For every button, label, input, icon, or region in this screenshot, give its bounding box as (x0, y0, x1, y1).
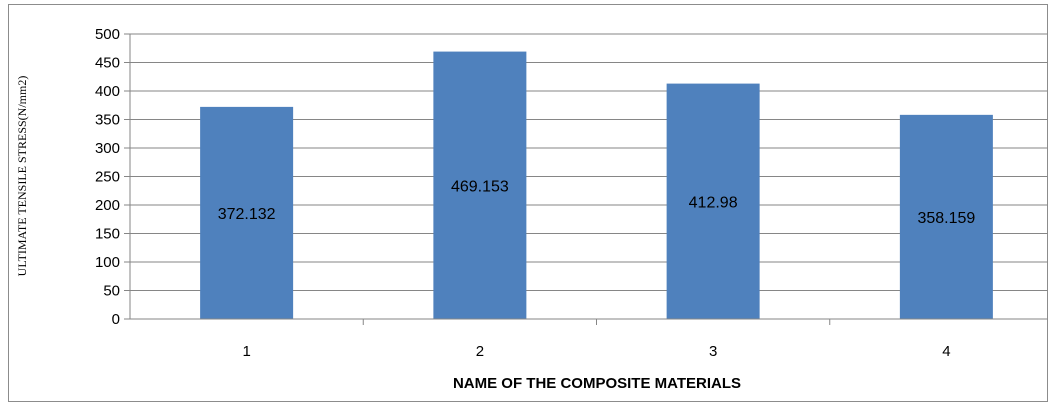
y-tick-label: 150 (95, 226, 120, 243)
y-tick-label: 500 (95, 26, 120, 43)
bar (200, 106, 294, 319)
data-label: 412.98 (689, 194, 738, 211)
data-label: 358.159 (917, 210, 975, 227)
x-tick-label: 4 (942, 343, 950, 360)
y-axis-title: ULTIMATE TENSILE STRESS(N/mm2) (15, 76, 29, 277)
bars: 372.132 469.153 412.98 358.159 (200, 51, 993, 320)
data-label: 469.153 (451, 178, 509, 195)
y-tick-label: 0 (112, 311, 120, 328)
bar (899, 114, 993, 320)
y-tick-label: 350 (95, 112, 120, 129)
y-axis-ticks: 0 50 100 150 200 250 300 350 400 450 500 (95, 26, 130, 328)
y-tick-label: 200 (95, 197, 120, 214)
y-tick-label: 400 (95, 83, 120, 100)
x-tick-label: 2 (476, 343, 484, 360)
y-tick-label: 100 (95, 254, 120, 271)
x-tick-label: 1 (242, 343, 250, 360)
y-tick-label: 300 (95, 140, 120, 157)
x-axis: 1 2 3 4 (129, 34, 1048, 360)
chart-frame (8, 4, 1048, 402)
data-label: 372.132 (218, 206, 276, 223)
x-tick-label: 3 (709, 343, 717, 360)
bar (433, 51, 527, 319)
y-tick-label: 250 (95, 169, 120, 186)
y-tick-label: 50 (103, 283, 120, 300)
y-tick-label: 450 (95, 55, 120, 72)
bar (666, 83, 760, 319)
x-axis-title: NAME OF THE COMPOSITE MATERIALS (453, 375, 741, 392)
